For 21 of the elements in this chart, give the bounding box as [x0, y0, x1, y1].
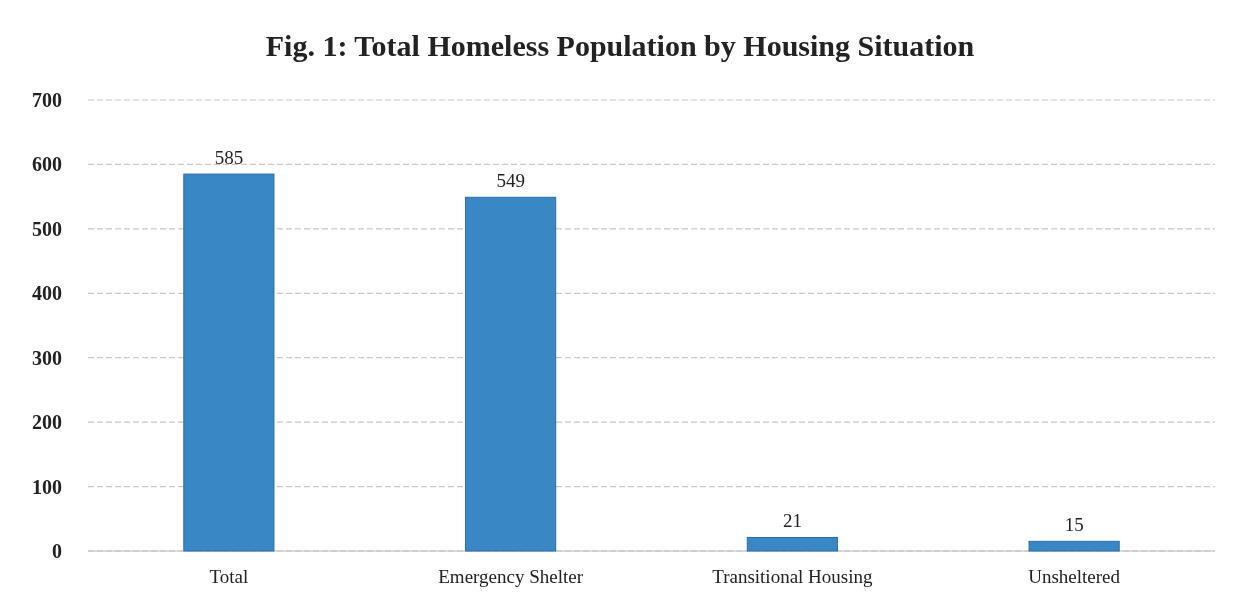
bar [746, 536, 838, 552]
y-tick-label: 300 [32, 346, 62, 369]
data-label: 585 [214, 147, 244, 169]
y-tick-label: 700 [32, 89, 62, 111]
y-tick-label: 500 [32, 217, 62, 240]
y-tick-label: 400 [32, 282, 62, 305]
y-tick-label: 100 [32, 475, 62, 498]
bar [1028, 540, 1120, 552]
x-tick-label: Total [209, 566, 249, 587]
chart-title: Fig. 1: Total Homeless Population by Housing Situation [265, 29, 975, 62]
data-label: 21 [782, 510, 802, 532]
x-tick-label: Unsheltered [1028, 566, 1121, 587]
x-tick-label: Emergency Shelter [438, 566, 584, 587]
data-label: 549 [496, 170, 525, 192]
y-tick-label: 200 [32, 411, 62, 434]
y-tick-label: 600 [32, 153, 62, 176]
data-label: 15 [1064, 514, 1084, 536]
bar [465, 196, 557, 552]
x-tick-label: Transitional Housing [712, 566, 874, 587]
y-tick-label: 0 [52, 540, 62, 562]
bar [183, 173, 275, 552]
